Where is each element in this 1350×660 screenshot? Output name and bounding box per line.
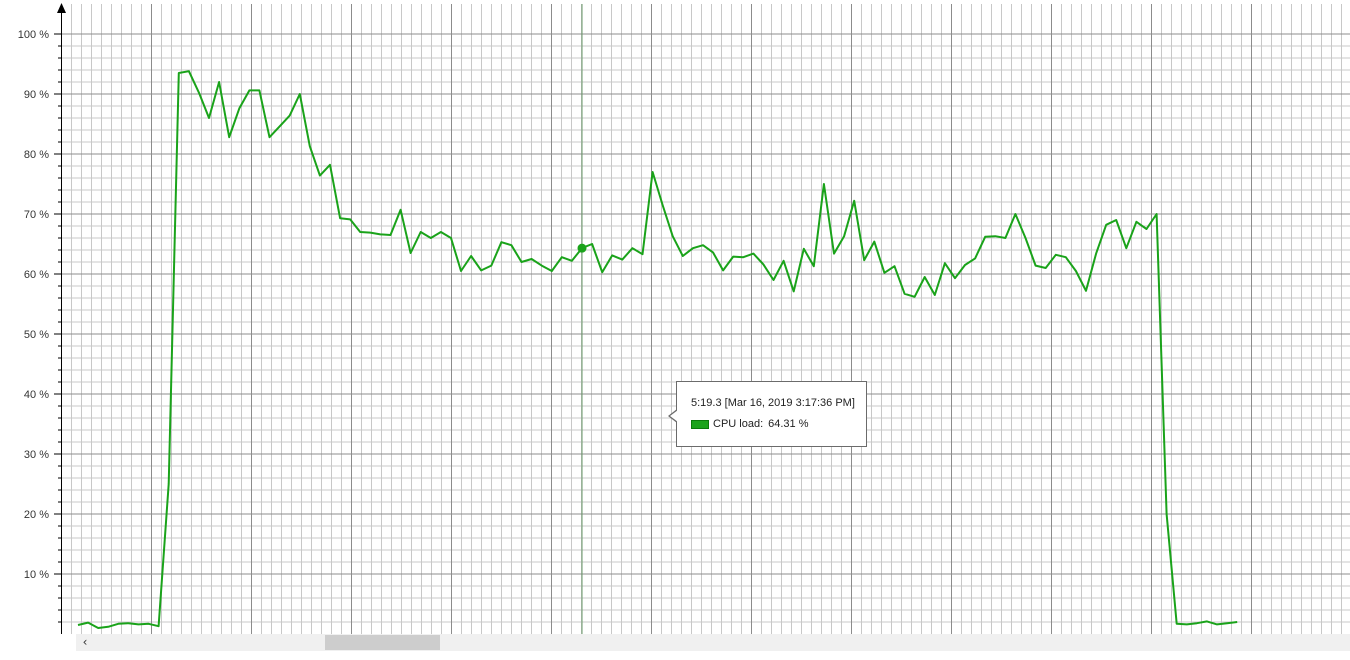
axes xyxy=(57,3,66,634)
minor-grid xyxy=(61,4,1350,634)
tooltip-timestamp: 5:19.3 [Mar 16, 2019 3:17:36 PM] xyxy=(691,397,855,409)
scroll-left-button[interactable]: ‹ xyxy=(82,635,88,649)
scroll-thumb[interactable] xyxy=(325,635,440,650)
y-tick-label: 10 % xyxy=(24,569,49,581)
tooltip-series-label: CPU load: xyxy=(713,418,764,430)
y-tick-label: 80 % xyxy=(24,149,49,161)
tooltip-value: 64.31 % xyxy=(768,418,809,430)
data-tooltip: 5:19.3 [Mar 16, 2019 3:17:36 PM] CPU loa… xyxy=(668,381,867,447)
major-grid xyxy=(61,4,1350,634)
y-tick-label: 100 % xyxy=(18,29,49,41)
y-tick-label: 60 % xyxy=(24,269,49,281)
y-tick-label: 20 % xyxy=(24,509,49,521)
y-tick-label: 70 % xyxy=(24,209,49,221)
series-layer xyxy=(77,4,1238,634)
y-tick-label: 40 % xyxy=(24,389,49,401)
y-ticks: 10 % 20 % 30 % 40 % 50 % 60 % 70 % 80 % 90 % 100 … xyxy=(18,29,62,623)
highlight-point xyxy=(577,243,587,253)
horizontal-scrollbar[interactable]: ‹ xyxy=(76,634,1350,651)
y-tick-label: 50 % xyxy=(24,329,49,341)
series-color-swatch xyxy=(691,419,709,429)
y-tick-label: 30 % xyxy=(24,449,49,461)
y-tick-label: 90 % xyxy=(24,89,49,101)
tooltip-series-row: CPU load: 64.31 % xyxy=(691,418,809,430)
y-axis-arrow-icon xyxy=(57,3,66,13)
cpu-load-series-line xyxy=(77,70,1238,629)
